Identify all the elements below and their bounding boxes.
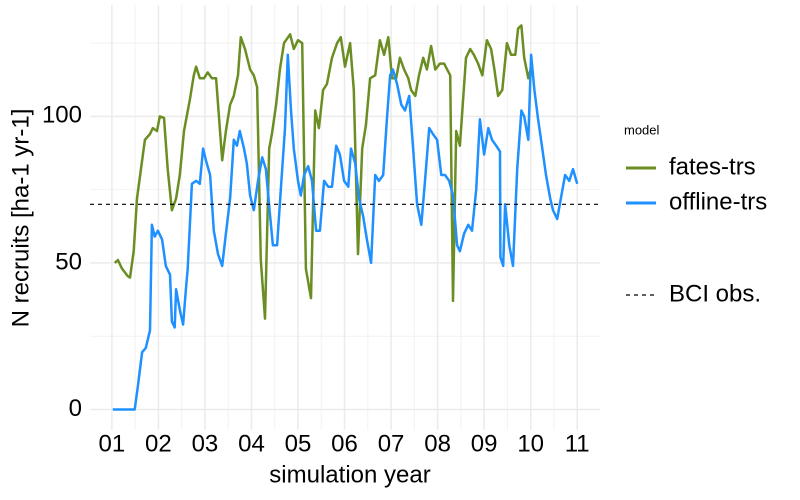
legend-label: fates-trs: [669, 153, 756, 180]
y-tick-label: 100: [42, 102, 82, 129]
x-tick-label: 11: [565, 430, 590, 457]
y-tick-label: 50: [55, 248, 82, 275]
x-tick-label: 10: [517, 430, 544, 457]
x-tick-label: 09: [471, 430, 498, 457]
x-tick-label: 07: [378, 430, 405, 457]
x-tick-label: 06: [331, 430, 358, 457]
x-tick-label: 01: [99, 430, 126, 457]
line-series: [112, 53, 579, 411]
y-tick-label: 0: [69, 395, 82, 422]
legend-label: offline-trs: [669, 188, 767, 215]
x-tick-label: 03: [192, 430, 219, 457]
legend-label: BCI obs.: [669, 280, 761, 307]
x-tick-label: 04: [238, 430, 265, 457]
line-series: [113, 24, 534, 320]
y-axis-label: N recruits [ha-1 yr-1]: [7, 109, 34, 328]
x-tick-label: 02: [145, 430, 172, 457]
legend-title: model: [624, 122, 660, 137]
x-axis-label: simulation year: [269, 461, 430, 488]
x-tick-label: 08: [424, 430, 451, 457]
x-tick-label: 05: [285, 430, 312, 457]
